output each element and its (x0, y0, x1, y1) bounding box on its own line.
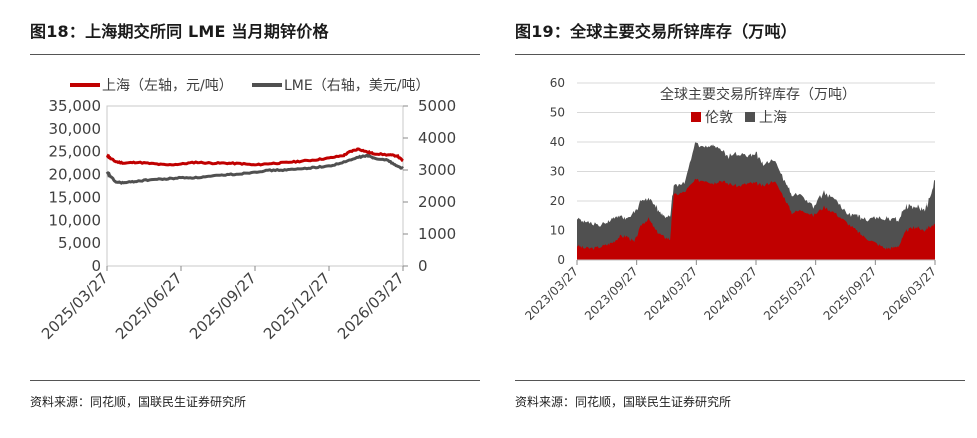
x-tick-label: 2024/09/27 (701, 264, 760, 323)
legend-label-london: 伦敦 (705, 110, 733, 126)
plot-frame (106, 105, 404, 267)
x-tick-label: 2025/03/27 (761, 264, 820, 323)
legend-swatch-london (691, 112, 701, 122)
y-tick-label: 20 (550, 194, 565, 208)
left-source-rule (30, 380, 480, 381)
x-tick-label: 2025/12/27 (260, 269, 334, 343)
x-tick-label: 2026/03/27 (880, 264, 939, 323)
x-tick-label: 2023/09/27 (582, 264, 641, 323)
plot-title: 全球主要交易所锌库存（万吨） (660, 86, 856, 103)
right-chart-title-header: 图19：全球主要交易所锌库存（万吨） (515, 22, 797, 41)
legend-label-lme: LME（右轴，美元/吨） (284, 78, 429, 94)
y-tick-label: 40 (550, 135, 565, 149)
y-tick-label: 30 (550, 165, 565, 179)
x-tick-label: 2026/03/27 (334, 269, 408, 343)
legend-label-shanghai: 上海（左轴，元/吨） (102, 78, 233, 94)
y-left-tick-label: 35,000 (49, 97, 102, 115)
y-left-tick-label: 15,000 (49, 188, 102, 206)
area-london-stock (577, 178, 935, 260)
y-right-tick-label: 5000 (418, 97, 456, 115)
y-left-tick-label: 25,000 (49, 143, 102, 161)
lme-price-line (105, 153, 404, 185)
y-right-tick-label: 0 (418, 257, 428, 275)
legend-swatch-shanghai (745, 112, 755, 122)
y-tick-label: 0 (557, 253, 565, 267)
y-tick-label: 50 (550, 106, 565, 120)
y-left-tick-label: 0 (91, 257, 101, 275)
x-tick-label: 2025/03/27 (38, 269, 112, 343)
left-title-rule (30, 54, 480, 55)
right-panel: 图19：全球主要交易所锌库存（万吨） 60 50 40 30 20 10 0 2023/03/… (515, 0, 965, 438)
legend-label-shanghai: 上海 (759, 110, 787, 126)
left-panel: 图18：上海期交所同 LME 当月期锌价格 35,000 30,000 25,000… (30, 0, 480, 438)
left-chart: 35,000 30,000 25,000 20,000 15,000 10,000 5,00… (38, 78, 456, 343)
y-tick-label: 60 (550, 76, 565, 90)
x-tick-label: 2023/03/27 (522, 264, 581, 323)
y-tick-label: 10 (550, 224, 565, 238)
shanghai-price-line (105, 147, 404, 167)
left-source-note: 资料来源：同花顺，国联民生证券研究所 (30, 395, 247, 409)
left-chart-title: 图18：上海期交所同 LME 当月期锌价格 (30, 22, 329, 41)
right-title-rule (515, 54, 965, 55)
y-right-tick-label: 2000 (418, 193, 456, 211)
x-tick-label: 2025/09/27 (821, 264, 880, 323)
y-left-tick-label: 10,000 (49, 211, 102, 229)
y-right-tick-label: 4000 (418, 129, 456, 147)
x-tick-label: 2025/06/27 (112, 269, 186, 343)
y-right-tick-label: 1000 (418, 225, 456, 243)
right-source-rule (515, 380, 965, 381)
y-left-tick-label: 30,000 (49, 120, 102, 138)
right-source-note: 资料来源：同花顺，国联民生证券研究所 (515, 395, 732, 409)
y-left-tick-label: 20,000 (49, 166, 102, 184)
x-tick-label: 2025/09/27 (186, 269, 260, 343)
y-right-tick-label: 3000 (418, 161, 456, 179)
x-tick-label: 2024/03/27 (642, 264, 701, 323)
y-left-tick-label: 5,000 (58, 234, 101, 252)
